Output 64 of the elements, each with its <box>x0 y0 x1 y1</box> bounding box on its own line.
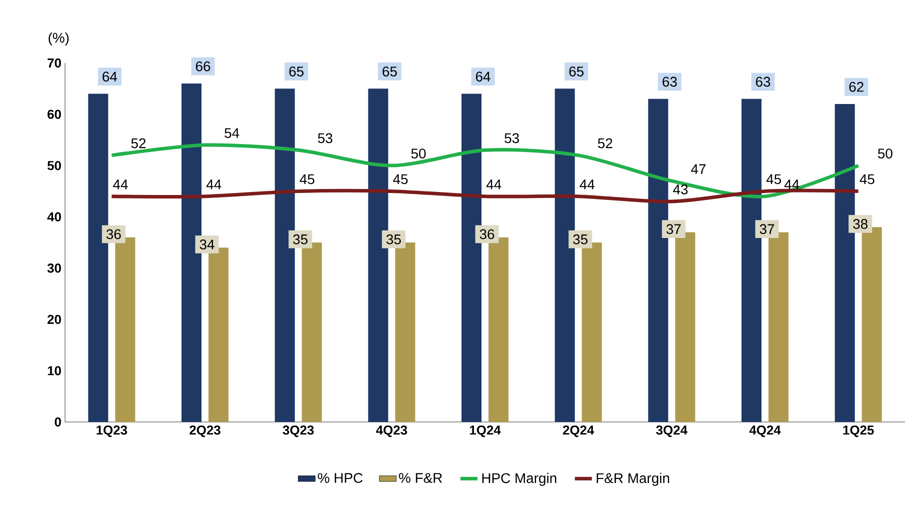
data-label: 37 <box>760 224 774 234</box>
data-label: 66 <box>196 61 210 72</box>
data-label: 50 <box>878 148 892 158</box>
x-tick-label: 1Q24 <box>470 426 501 438</box>
bar <box>648 98 668 422</box>
data-label: 44 <box>113 180 128 190</box>
x-tick-label: 2Q24 <box>562 426 594 438</box>
data-label: 36 <box>106 229 121 240</box>
data-label: 44 <box>206 180 222 190</box>
y-tick-label: 20 <box>48 314 61 324</box>
data-label: 36 <box>480 229 494 240</box>
y-tick-label: 40 <box>47 212 61 222</box>
data-label: 45 <box>393 174 408 184</box>
data-label: 38 <box>853 219 868 229</box>
bar <box>554 88 575 422</box>
data-label: 52 <box>131 138 146 148</box>
data-label: 65 <box>382 66 397 76</box>
y-tick-label: 0 <box>54 417 61 427</box>
data-label: 64 <box>476 72 490 82</box>
legend-label: F&R Margin <box>596 472 670 486</box>
x-tick-label: 4Q23 <box>376 426 408 438</box>
x-tick-label: 1Q23 <box>96 426 128 438</box>
y-tick-label: 50 <box>47 160 61 170</box>
data-label: 65 <box>569 66 584 76</box>
data-label: 45 <box>766 174 782 184</box>
bar <box>274 88 295 422</box>
bar <box>88 94 108 422</box>
legend-label: % HPC <box>318 473 363 483</box>
data-label: 47 <box>691 164 706 174</box>
data-label: 43 <box>673 184 688 194</box>
data-label: 45 <box>300 174 314 184</box>
data-label: 44 <box>580 180 595 190</box>
data-label: 44 <box>486 180 502 190</box>
data-label: 64 <box>102 72 118 82</box>
x-tick-label: 1Q25 <box>843 426 874 438</box>
data-label: 53 <box>504 133 519 144</box>
data-label: 62 <box>849 82 864 92</box>
data-label: 45 <box>860 174 874 184</box>
data-label: 52 <box>598 138 612 148</box>
data-label: 53 <box>318 133 332 144</box>
legend-label: % F&R <box>399 473 442 483</box>
data-label: 44 <box>784 180 800 190</box>
y-axis-title: (%) <box>48 32 69 46</box>
x-tick-label: 2Q23 <box>190 426 220 438</box>
data-label: 63 <box>756 76 770 87</box>
bar <box>834 104 855 422</box>
data-label: 50 <box>411 148 426 158</box>
data-label: 63 <box>662 76 677 87</box>
y-tick-label: 60 <box>48 110 61 119</box>
y-tick-label: 30 <box>47 264 61 273</box>
data-label: 35 <box>293 234 308 244</box>
x-tick-label: 3Q23 <box>282 426 314 438</box>
legend-label: HPC Margin <box>482 472 556 486</box>
data-label: 54 <box>224 128 240 138</box>
y-tick-label: 70 <box>48 58 61 68</box>
bar <box>368 88 388 422</box>
data-label: 35 <box>573 234 588 244</box>
data-label: 35 <box>386 234 401 244</box>
x-tick-label: 3Q24 <box>656 426 688 438</box>
data-label: 37 <box>666 224 681 234</box>
data-label: 65 <box>289 66 304 76</box>
y-tick-label: 10 <box>48 366 61 376</box>
data-label: 34 <box>200 240 214 250</box>
x-tick-label: 4Q24 <box>749 426 781 438</box>
